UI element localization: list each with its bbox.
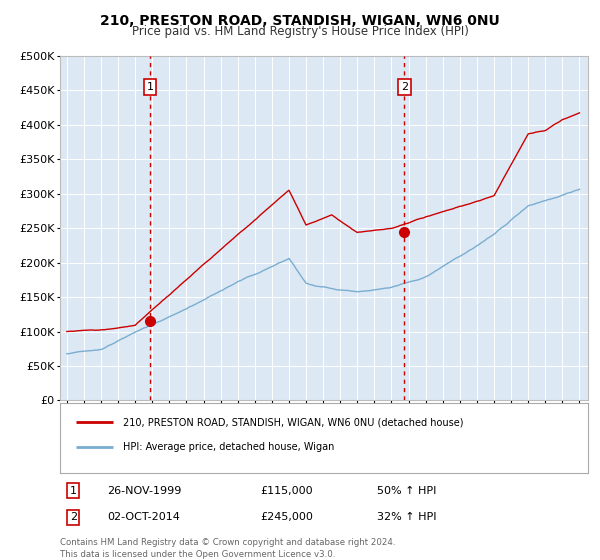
Text: 2: 2: [401, 82, 408, 92]
Text: Contains HM Land Registry data © Crown copyright and database right 2024.: Contains HM Land Registry data © Crown c…: [60, 538, 395, 547]
Text: £115,000: £115,000: [260, 486, 313, 496]
Text: 210, PRESTON ROAD, STANDISH, WIGAN, WN6 0NU (detached house): 210, PRESTON ROAD, STANDISH, WIGAN, WN6 …: [124, 417, 464, 427]
Text: 2: 2: [70, 512, 77, 522]
Text: 210, PRESTON ROAD, STANDISH, WIGAN, WN6 0NU: 210, PRESTON ROAD, STANDISH, WIGAN, WN6 …: [100, 14, 500, 28]
Text: 26-NOV-1999: 26-NOV-1999: [107, 486, 182, 496]
Text: 02-OCT-2014: 02-OCT-2014: [107, 512, 181, 522]
Text: 1: 1: [147, 82, 154, 92]
Text: 32% ↑ HPI: 32% ↑ HPI: [377, 512, 436, 522]
Text: HPI: Average price, detached house, Wigan: HPI: Average price, detached house, Wiga…: [124, 442, 335, 451]
Text: Price paid vs. HM Land Registry's House Price Index (HPI): Price paid vs. HM Land Registry's House …: [131, 25, 469, 38]
Text: This data is licensed under the Open Government Licence v3.0.: This data is licensed under the Open Gov…: [60, 550, 335, 559]
Text: 1: 1: [70, 486, 77, 496]
Text: 50% ↑ HPI: 50% ↑ HPI: [377, 486, 436, 496]
Text: £245,000: £245,000: [260, 512, 314, 522]
